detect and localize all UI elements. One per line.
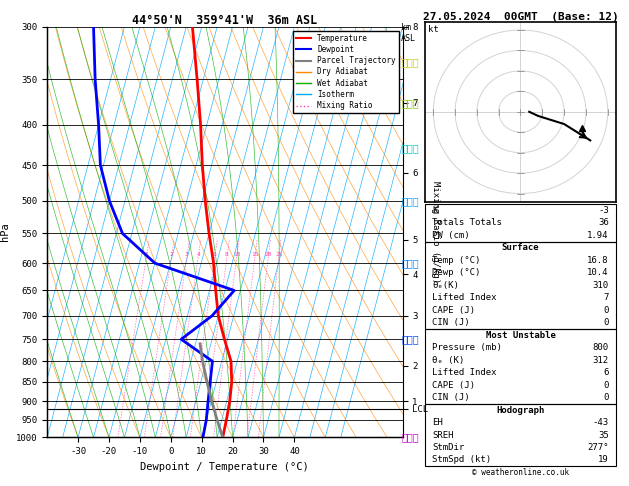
Text: Temp (°C): Temp (°C) <box>432 256 481 265</box>
Text: 8: 8 <box>225 252 229 258</box>
Text: 7: 7 <box>603 293 609 302</box>
Text: Dewp (°C): Dewp (°C) <box>432 268 481 278</box>
Bar <box>425 242 616 329</box>
Text: 310: 310 <box>593 281 609 290</box>
Text: 36: 36 <box>598 218 609 227</box>
Text: Surface: Surface <box>502 243 539 252</box>
Y-axis label: Mixing Ratio (g/kg): Mixing Ratio (g/kg) <box>430 181 440 283</box>
Text: 800: 800 <box>593 343 609 352</box>
Text: EH: EH <box>432 418 443 427</box>
Text: SREH: SREH <box>432 431 454 439</box>
Text: Lifted Index: Lifted Index <box>432 368 497 377</box>
Text: © weatheronline.co.uk: © weatheronline.co.uk <box>472 468 569 477</box>
Bar <box>425 204 616 242</box>
Text: 0: 0 <box>603 381 609 390</box>
Text: θₑ (K): θₑ (K) <box>432 356 464 364</box>
Text: Hodograph: Hodograph <box>496 405 545 415</box>
Text: 277°: 277° <box>587 443 609 452</box>
Text: 35: 35 <box>598 431 609 439</box>
Text: 3: 3 <box>185 252 189 258</box>
X-axis label: Dewpoint / Temperature (°C): Dewpoint / Temperature (°C) <box>140 462 309 472</box>
Text: Pressure (mb): Pressure (mb) <box>432 343 502 352</box>
Text: 4: 4 <box>196 252 200 258</box>
Text: 1: 1 <box>145 252 148 258</box>
Text: K: K <box>432 206 438 215</box>
Text: CAPE (J): CAPE (J) <box>432 381 476 390</box>
Text: Totals Totals: Totals Totals <box>432 218 502 227</box>
Text: ⌇⌇⌇: ⌇⌇⌇ <box>401 98 419 108</box>
Text: CIN (J): CIN (J) <box>432 393 470 402</box>
Text: ⌇⌇⌇: ⌇⌇⌇ <box>401 433 419 442</box>
Text: 312: 312 <box>593 356 609 364</box>
Text: kt: kt <box>428 25 439 35</box>
Bar <box>425 404 616 466</box>
Text: StmSpd (kt): StmSpd (kt) <box>432 455 491 465</box>
Text: 25: 25 <box>275 252 282 258</box>
Text: 0: 0 <box>603 306 609 315</box>
Text: ⌇⌇⌇: ⌇⌇⌇ <box>401 258 419 268</box>
Text: -43: -43 <box>593 418 609 427</box>
Text: -3: -3 <box>598 206 609 215</box>
Text: 2: 2 <box>169 252 173 258</box>
Text: CIN (J): CIN (J) <box>432 318 470 327</box>
Text: ⌇⌇⌇: ⌇⌇⌇ <box>401 143 419 154</box>
Text: ⌇⌇⌇: ⌇⌇⌇ <box>401 334 419 344</box>
Text: 10.4: 10.4 <box>587 268 609 278</box>
Text: 16.8: 16.8 <box>587 256 609 265</box>
Text: 10: 10 <box>233 252 240 258</box>
Text: ⌇⌇⌇: ⌇⌇⌇ <box>401 58 419 68</box>
Text: 1.94: 1.94 <box>587 231 609 240</box>
Text: PW (cm): PW (cm) <box>432 231 470 240</box>
Text: Lifted Index: Lifted Index <box>432 293 497 302</box>
Text: 15: 15 <box>251 252 259 258</box>
Text: 0: 0 <box>603 318 609 327</box>
Text: 27.05.2024  00GMT  (Base: 12): 27.05.2024 00GMT (Base: 12) <box>423 12 618 22</box>
Text: Most Unstable: Most Unstable <box>486 330 555 340</box>
Text: 6: 6 <box>603 368 609 377</box>
Text: 20: 20 <box>264 252 272 258</box>
Bar <box>425 329 616 404</box>
Text: 0: 0 <box>603 393 609 402</box>
Text: CAPE (J): CAPE (J) <box>432 306 476 315</box>
Legend: Temperature, Dewpoint, Parcel Trajectory, Dry Adiabat, Wet Adiabat, Isotherm, Mi: Temperature, Dewpoint, Parcel Trajectory… <box>292 31 399 113</box>
Text: ⌇⌇⌇: ⌇⌇⌇ <box>401 196 419 206</box>
Title: 44°50'N  359°41'W  36m ASL: 44°50'N 359°41'W 36m ASL <box>132 14 318 27</box>
Y-axis label: hPa: hPa <box>1 223 11 242</box>
Text: km
ASL: km ASL <box>401 23 416 43</box>
Text: 6: 6 <box>213 252 216 258</box>
Text: θₑ(K): θₑ(K) <box>432 281 459 290</box>
Text: StmDir: StmDir <box>432 443 464 452</box>
Text: 19: 19 <box>598 455 609 465</box>
